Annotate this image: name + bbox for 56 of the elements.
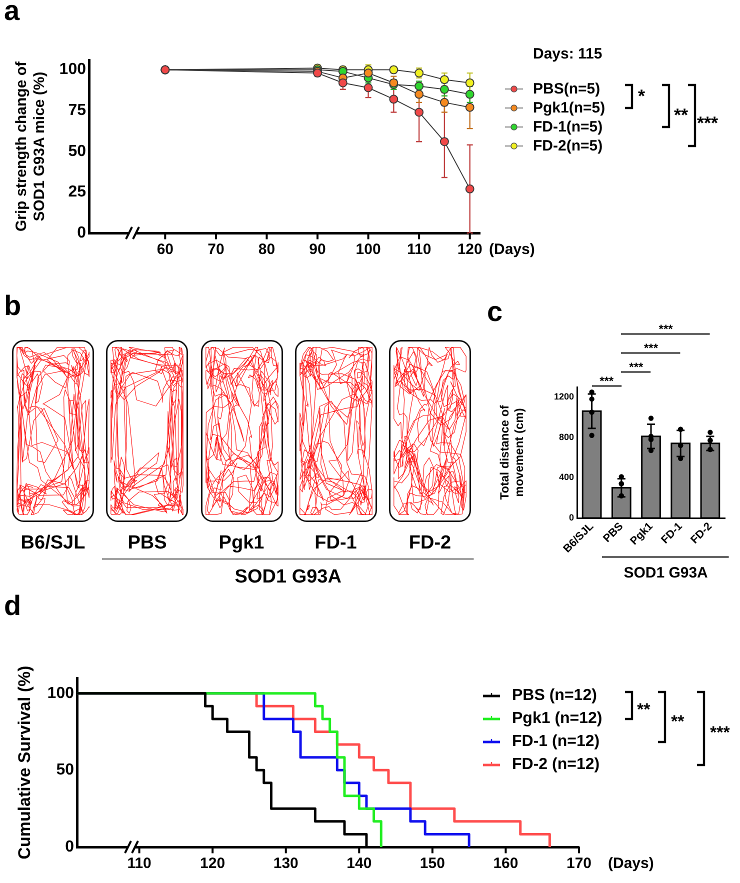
legend-label: FD-2 (n=12): [512, 756, 600, 773]
x-tick-label: 170: [566, 855, 592, 872]
text: b: [4, 290, 22, 321]
legend-label: PBS (n=12): [512, 687, 597, 704]
text: ***: [644, 341, 658, 356]
y-axis-title: Total distance of movement (cm): [498, 404, 526, 500]
x-tick-label: 90: [309, 241, 326, 258]
legend-label: PBS(n=5): [533, 80, 600, 98]
x-tick-label: 120: [457, 241, 482, 258]
x-tick-label: 60: [156, 241, 174, 258]
y-tick-label: 75: [68, 102, 86, 119]
x-tick-label: 110: [406, 241, 432, 258]
text: ***: [658, 322, 673, 336]
chart-title: c: [487, 296, 503, 327]
x-tick-label: 80: [258, 241, 276, 258]
x-tick-label: 160: [493, 855, 518, 872]
x-tick-label: 150: [420, 855, 445, 872]
legend-label: FD-2(n=5): [533, 138, 603, 154]
text: SOD1 G93A: [624, 564, 708, 582]
text: ***: [629, 360, 644, 374]
legend-label: Pgk1 (n=12): [512, 710, 602, 727]
y-axis-title: Cumulative Survival (%): [14, 666, 34, 860]
x-tick-label: 110: [127, 855, 152, 872]
legend-label: FD-1(n=5): [533, 118, 603, 136]
legend-title: Days: 115: [533, 46, 602, 62]
x-tick-label: 120: [200, 855, 226, 872]
y-tick-label: 50: [68, 142, 86, 160]
text: ***: [710, 723, 730, 742]
legend-label: FD-1 (n=12): [512, 733, 600, 750]
y-axis-title: Grip strength change of SOD1 G93A mice (%): [13, 60, 48, 232]
chart-title: d: [4, 590, 22, 621]
y-tick-label: 100: [59, 61, 86, 78]
x-tick-label: 70: [208, 241, 224, 258]
y-tick-label: 1200: [554, 392, 574, 402]
text: **: [671, 712, 684, 731]
y-tick-label: 0: [77, 224, 86, 242]
text: SOD1 G93A: [234, 566, 342, 588]
text: **: [637, 700, 650, 720]
y-tick-label: 50: [56, 762, 74, 779]
y-tick-label: 0: [568, 512, 574, 522]
text: *: [638, 86, 646, 106]
x-axis-title: (Days): [489, 241, 535, 258]
y-tick-label: 100: [47, 684, 74, 702]
text: ***: [697, 113, 718, 134]
chart-title: a: [4, 0, 20, 26]
legend-label: Pgk1(n=5): [533, 100, 606, 116]
text: **: [674, 104, 688, 125]
annotation: ***: [600, 374, 614, 388]
y-tick-label: 0: [65, 838, 74, 856]
x-tick-label: 140: [346, 855, 372, 872]
y-tick-label: 400: [558, 472, 574, 482]
y-tick-label: 25: [68, 184, 86, 201]
x-tick-label: 130: [273, 855, 298, 872]
x-axis-title: (Days): [608, 855, 654, 872]
y-tick-label: 800: [558, 432, 574, 442]
x-tick-label: 100: [356, 241, 381, 258]
